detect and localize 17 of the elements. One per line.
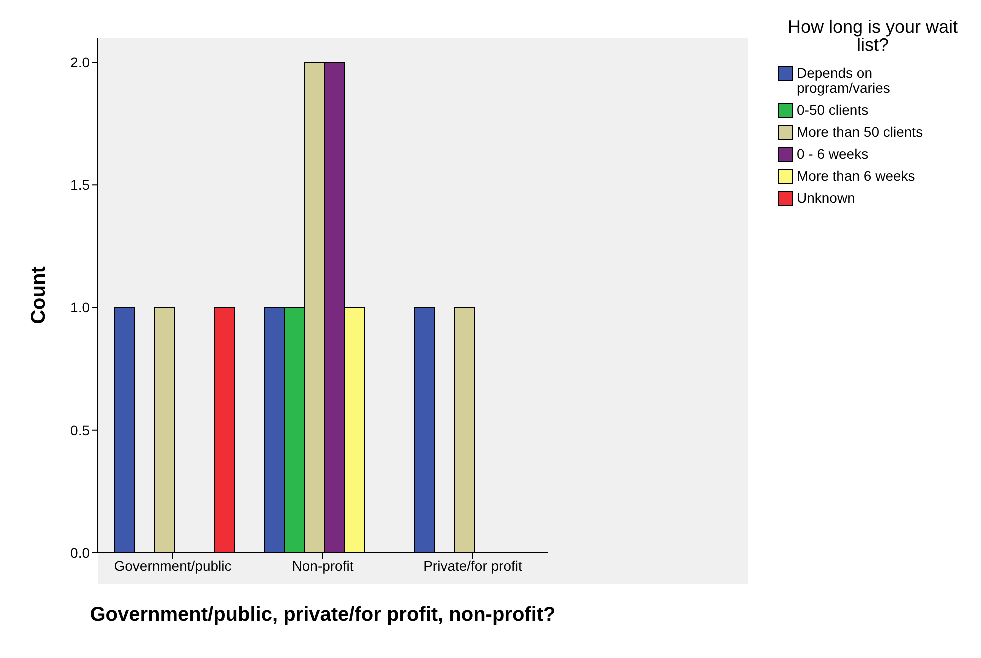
y-tick-label: 1.5	[70, 177, 90, 194]
y-tick-label: 1.0	[70, 300, 90, 316]
legend-label: 0 - 6 weeks	[797, 146, 869, 162]
x-tick-label: Private/for profit	[424, 558, 523, 574]
legend-label: More than 6 weeks	[797, 168, 916, 184]
legend-label: More than 50 clients	[797, 124, 924, 140]
legend-label: Depends on program/varies	[797, 65, 892, 96]
legend-title: How long is your wait list?	[786, 17, 960, 55]
y-tick-label: 0.5	[70, 422, 90, 438]
y-axis-title: Count	[28, 266, 50, 324]
x-tick-label: Non-profit	[292, 558, 354, 574]
x-tick-label: Government/public	[114, 558, 232, 574]
legend-label: 0-50 clients	[797, 102, 869, 118]
legend-label: Unknown	[797, 190, 856, 206]
y-tick-label: 0.0	[70, 544, 90, 561]
y-tick-label: 2.0	[70, 54, 90, 70]
x-axis-title: Government/public, private/for profit, non-profit?	[90, 604, 556, 626]
